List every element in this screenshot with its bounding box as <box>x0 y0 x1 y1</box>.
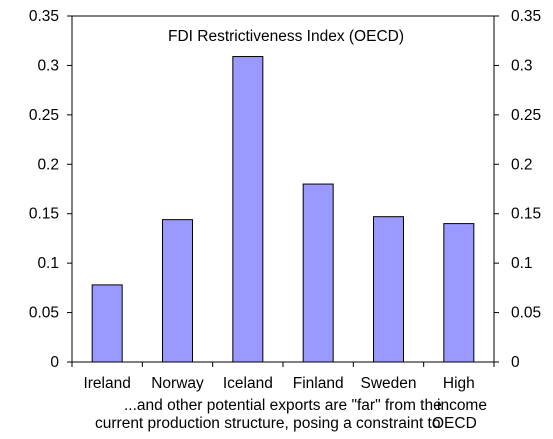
bar <box>162 219 193 363</box>
bar <box>232 56 264 363</box>
y-tick-label: 0 <box>50 354 59 371</box>
y-tick-label: 0.35 <box>29 8 59 25</box>
y-tick-label: 0.25 <box>29 107 59 124</box>
y2-tick-label: 0.25 <box>511 107 541 124</box>
category-label-high-overlay-oecd: OECD <box>432 415 477 432</box>
y2-tick-label: 0.35 <box>511 8 541 25</box>
y2-tick-label: 0.15 <box>511 206 541 223</box>
y2-tick-label: 0.05 <box>511 305 541 322</box>
category-label: Finland <box>293 375 344 392</box>
left-axis: 0 0.05 0.1 0.15 0.2 0.25 0.3 0.35 <box>29 8 72 371</box>
right-axis: 0 0.05 0.1 0.15 0.2 0.25 0.3 0.35 <box>494 8 541 371</box>
bar <box>443 223 475 363</box>
bar-series <box>91 56 475 363</box>
category-label: Ireland <box>83 375 130 392</box>
y2-tick-label: 0.2 <box>511 156 533 173</box>
category-label: High <box>443 375 475 392</box>
y2-tick-label: 0.3 <box>511 57 533 74</box>
category-label: Norway <box>151 375 204 392</box>
bar <box>91 284 123 363</box>
y2-tick-label: 0.1 <box>511 255 533 272</box>
plot-frame <box>71 15 495 363</box>
y-tick-label: 0.1 <box>37 255 59 272</box>
chart-title: FDI Restrictiveness Index (OECD) <box>168 28 404 45</box>
y-tick-label: 0.05 <box>29 305 59 322</box>
y-tick-label: 0.15 <box>29 206 59 223</box>
bar <box>302 183 334 363</box>
category-label-high-overlay-income: income <box>437 397 487 414</box>
y-tick-label: 0.3 <box>37 57 59 74</box>
category-label: Iceland <box>223 375 273 392</box>
category-axis: Ireland Norway Iceland Finland Sweden High <box>71 362 495 392</box>
caption-line-2: current production structure, posing a c… <box>95 415 441 432</box>
y-tick-label: 0.2 <box>37 156 59 173</box>
bar <box>373 216 404 363</box>
caption-line-1: ...and other potential exports are "far"… <box>124 397 442 414</box>
category-label: Sweden <box>360 375 416 392</box>
y2-tick-label: 0 <box>511 354 520 371</box>
